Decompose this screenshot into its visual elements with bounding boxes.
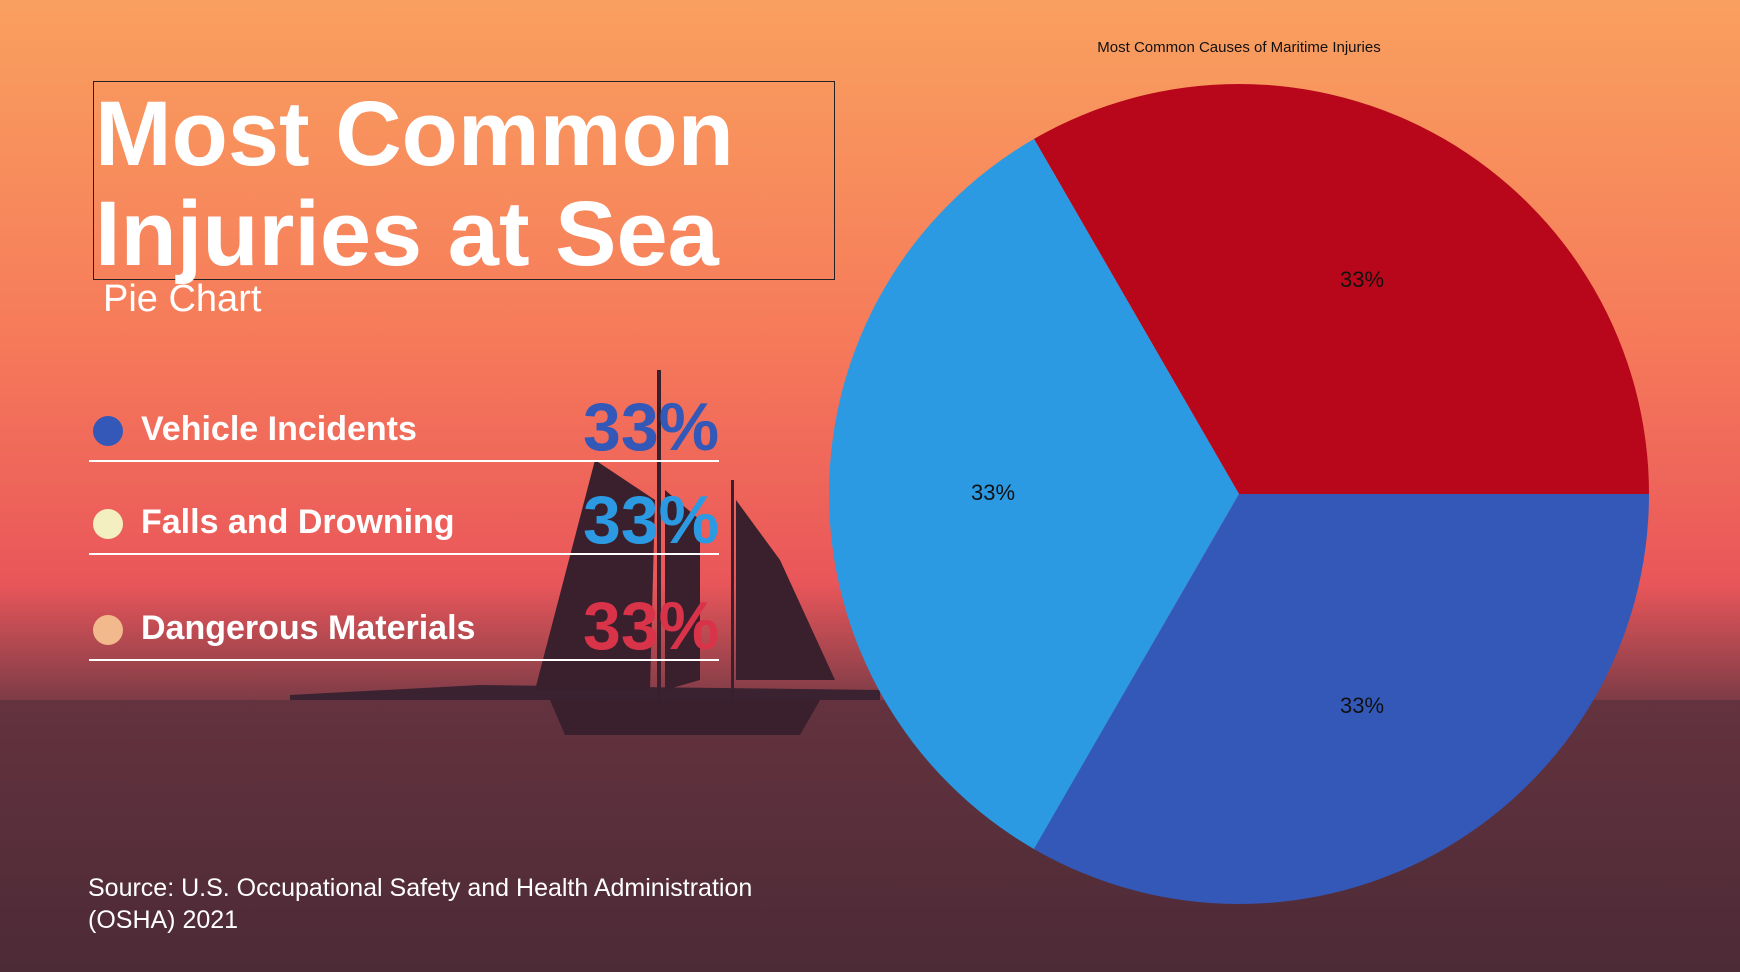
source-note: Source: U.S. Occupational Safety and Hea… [88,874,753,934]
legend-label: Vehicle Incidents [141,410,417,448]
ship [535,370,835,735]
legend-value: 33% [583,588,720,664]
pie-slice [1034,494,1649,904]
legend-label: Dangerous Materials [141,609,476,647]
legend-row: Vehicle Incidents 33% [89,389,719,465]
legend-row: Falls and Drowning 33% [89,482,719,558]
legend-value: 33% [583,482,720,558]
title-frame [93,81,835,280]
pie-slice [1034,83,1649,494]
slice-label: 33% [1340,267,1384,292]
legend-row: Dangerous Materials 33% [89,588,719,664]
slice-label: 33% [1340,693,1384,718]
legend-dot [93,509,123,539]
legend-label: Falls and Drowning [141,503,455,541]
chart-title: Most Common Causes of Maritime Injuries [1097,39,1380,56]
page-subtitle: Pie Chart [103,278,262,320]
legend-dot [93,416,123,446]
slice-label: 33% [971,480,1015,505]
page-title: Most Common Injuries at Sea [95,83,734,285]
legend-dot [93,615,123,645]
legend-value: 33% [583,389,720,465]
